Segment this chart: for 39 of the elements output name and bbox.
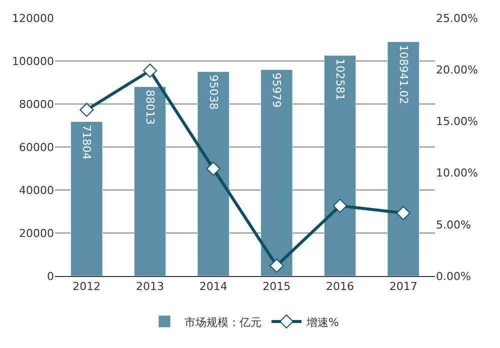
bar (134, 86, 166, 276)
data-label: 88013 (144, 90, 156, 125)
data-label: 95038 (206, 74, 220, 110)
x-tick-label: 2012 (72, 280, 101, 294)
x-tick-label: 2017 (389, 280, 418, 294)
point (206, 162, 220, 176)
data-label: 95979 (270, 72, 284, 108)
y-tick-label: 60000 (19, 140, 54, 154)
x-tick-label: 2015 (262, 280, 291, 294)
bar (70, 121, 103, 276)
y-tick-label: 80000 (19, 98, 54, 111)
y-tick-label: 120000 (12, 12, 54, 25)
data-label: 102581 (334, 58, 346, 100)
legend-label: 增速% (306, 316, 339, 329)
y-tick-label: 40000 (19, 184, 54, 197)
point (270, 258, 284, 273)
data-label: 71804 (80, 124, 94, 160)
y2-tick-label: 15.00% (436, 115, 478, 128)
point (396, 206, 410, 220)
y2-tick-label: 0.00% (436, 270, 471, 283)
y-tick-label: 0 (47, 270, 54, 283)
data-label: 108941.02 (396, 44, 410, 104)
point (333, 198, 347, 213)
y2-tick-label: 25.00% (436, 12, 478, 25)
legend-label: 市场规模：亿元 (184, 316, 262, 329)
bar (324, 55, 356, 276)
y-tick-label: 20000 (19, 226, 54, 240)
y-tick-label: 100000 (12, 54, 54, 68)
x-tick-label: 2016 (326, 280, 354, 294)
bar (260, 69, 293, 276)
bar (197, 71, 230, 276)
point (143, 64, 157, 78)
y2-tick-label: 10.00% (436, 166, 478, 180)
x-tick-label: 2013 (136, 280, 164, 294)
y2-tick-label: 5.00% (436, 218, 471, 232)
y2-tick-label: 20.00% (436, 63, 478, 76)
point (80, 102, 94, 117)
bar (387, 42, 420, 276)
x-tick-label: 2014 (199, 280, 228, 294)
